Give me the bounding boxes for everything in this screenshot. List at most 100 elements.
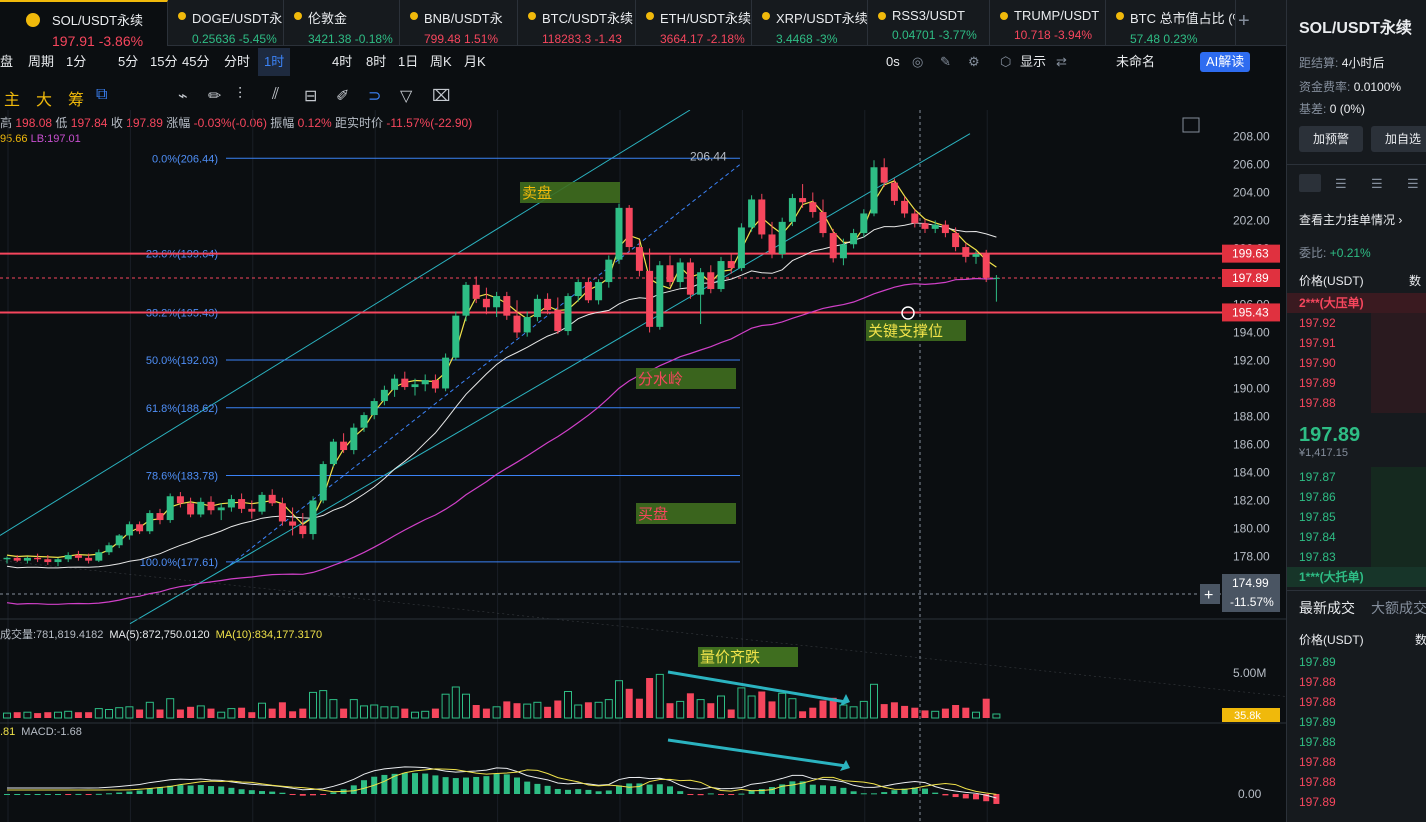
tab-symbol-name: DOGE/USDT永 — [192, 11, 283, 26]
tab-symbol[interactable]: TRUMP/USDT 10.718 -3.94% — [994, 0, 1106, 46]
ask-row[interactable]: 197.88 — [1287, 393, 1426, 413]
pencil-icon[interactable]: ✎ — [940, 54, 951, 69]
candle — [452, 311, 460, 361]
interval-7[interactable]: 1时 — [258, 48, 291, 76]
volume-bar — [513, 703, 521, 718]
volume-bar — [594, 701, 603, 719]
magnet-icon[interactable]: ⊃ — [368, 88, 382, 105]
camera-icon[interactable]: ◎ — [912, 54, 924, 69]
interval-5[interactable]: 45分 — [182, 54, 210, 69]
trash-icon[interactable]: ⌧ — [432, 88, 451, 105]
book-settings-icon[interactable]: ☰ — [1407, 176, 1419, 191]
volume-bar — [717, 695, 725, 719]
tab-symbol[interactable]: BTC/USDT永续 118283.3 -1.43 — [522, 0, 636, 46]
indicator-toggle-1[interactable]: 大 — [36, 92, 53, 109]
interval-12[interactable]: 月K — [464, 54, 486, 69]
fullscreen-icon[interactable] — [1182, 117, 1200, 133]
line-icon[interactable]: ⫶ — [238, 86, 243, 103]
interval-11[interactable]: 周K — [430, 54, 452, 69]
ask-row[interactable]: 197.91 — [1287, 333, 1426, 353]
macd-bar — [157, 787, 163, 794]
ask-row[interactable]: 197.92 — [1287, 313, 1426, 333]
book-bids-icon[interactable]: ☰ — [1335, 176, 1347, 191]
layers-icon[interactable]: ⧉ — [96, 86, 108, 103]
volume-bar — [349, 699, 358, 719]
interval-9[interactable]: 8时 — [366, 54, 387, 69]
link-icon[interactable]: ⇄ — [1056, 54, 1067, 69]
filter-icon[interactable]: ▽ — [400, 88, 413, 105]
ai-analysis-button[interactable]: AI解读 — [1200, 52, 1251, 72]
tab-symbol[interactable]: XRP/USDT永续 3.4468 -3% — [756, 0, 868, 46]
crosshair-tag: 174.99 -11.57% + — [1200, 574, 1280, 612]
bid-row[interactable]: 197.86 — [1287, 487, 1426, 507]
price-tick: 206.00 — [1233, 157, 1270, 171]
countdown-label[interactable]: 0s — [886, 54, 900, 69]
candle — [778, 217, 786, 259]
bag-icon[interactable]: ⊟ — [304, 88, 318, 105]
interval-8[interactable]: 4时 — [332, 54, 353, 69]
tab-symbol[interactable]: 伦敦金 3421.38 -0.18% — [288, 0, 400, 46]
volume-bar — [94, 708, 103, 719]
candle — [421, 374, 429, 392]
macd-bar — [350, 785, 357, 794]
tab-symbol[interactable]: DOGE/USDT永 0.25636 -5.45% — [172, 0, 284, 46]
price-value: 3421.38 — [308, 32, 352, 46]
indicator-toggle-2[interactable]: 筹 — [68, 92, 85, 109]
interval-10[interactable]: 1日 — [398, 54, 419, 69]
candle — [13, 555, 21, 563]
add-tab-button[interactable]: + — [1238, 10, 1250, 32]
macd-bar — [248, 790, 255, 794]
interval-1[interactable]: 周期 — [28, 54, 55, 69]
macd-bar — [922, 788, 928, 794]
volume-bar — [758, 691, 766, 718]
volume-bar — [870, 683, 878, 719]
price-chart[interactable]: 208.00206.00204.00202.00200.00198.00196.… — [0, 110, 1286, 822]
macd-bar — [330, 792, 337, 794]
add-alert-button[interactable]: 加预警 — [1299, 126, 1363, 152]
book-asks-icon[interactable]: ☰ — [1371, 176, 1383, 191]
layout-name[interactable]: 未命名 — [1116, 54, 1156, 69]
tab-large-trades[interactable]: 大额成交 — [1371, 600, 1426, 616]
candle — [95, 549, 103, 563]
depth-link[interactable]: 查看主力挂单情况 › — [1299, 213, 1403, 227]
tab-symbol[interactable]: SOL/USDT永续 197.91 -3.86% — [0, 0, 168, 46]
bid-row[interactable]: 197.85 — [1287, 507, 1426, 527]
tab-symbol[interactable]: BNB/USDT永 799.48 1.51% — [404, 0, 518, 46]
tab-latest-trades[interactable]: 最新成交 — [1299, 600, 1355, 616]
bid-row[interactable]: 197.87 — [1287, 467, 1426, 487]
ma-fast-line — [6, 180, 997, 559]
tab-symbol[interactable]: BTC 总市值占比 (% 57.48 0.23% — [1110, 0, 1236, 46]
macd-bar — [55, 794, 61, 795]
ask-row[interactable]: 197.89 — [1287, 373, 1426, 393]
ask-row[interactable]: 2***(大压单) — [1287, 293, 1426, 313]
candle — [564, 293, 572, 336]
interval-0[interactable]: 盘 — [0, 54, 14, 69]
settings-icon[interactable]: ⚙ — [968, 54, 980, 69]
change-value: -0.18% — [354, 32, 393, 46]
interval-4[interactable]: 15分 — [150, 54, 178, 69]
layout-icon[interactable]: ⫽ — [272, 86, 280, 103]
interval-3[interactable]: 5分 — [118, 54, 139, 69]
volume-bar — [635, 698, 643, 718]
bid-row[interactable]: 197.83 — [1287, 547, 1426, 567]
interval-6[interactable]: 分时 — [224, 54, 251, 69]
add-order-icon[interactable] — [1200, 584, 1220, 604]
add-favorite-button[interactable]: 加自选 — [1371, 126, 1426, 152]
book-both-icon[interactable] — [1299, 174, 1321, 192]
dea-line — [7, 768, 997, 795]
cube-icon[interactable]: ⬡ — [1000, 54, 1012, 69]
ask-row[interactable]: 197.90 — [1287, 353, 1426, 373]
interval-2[interactable]: 1分 — [66, 54, 87, 69]
note-icon[interactable]: ✐ — [336, 88, 350, 105]
bid-row[interactable]: 1***(大托单) — [1287, 567, 1426, 587]
pencil-icon[interactable]: ⌁ — [178, 88, 188, 105]
macd-bar — [391, 773, 398, 794]
display-button[interactable]: 显示 — [1020, 54, 1047, 69]
indicator-toggle-0[interactable]: 主 — [4, 92, 21, 109]
bid-row[interactable]: 197.84 — [1287, 527, 1426, 547]
macd-bar — [85, 794, 92, 795]
tab-symbol[interactable]: ETH/USDT永续 3664.17 -2.18% — [640, 0, 752, 46]
tab-symbol[interactable]: RSS3/USDT 0.04701 -3.77% — [872, 0, 990, 46]
pen-icon[interactable]: ✏ — [208, 88, 222, 105]
